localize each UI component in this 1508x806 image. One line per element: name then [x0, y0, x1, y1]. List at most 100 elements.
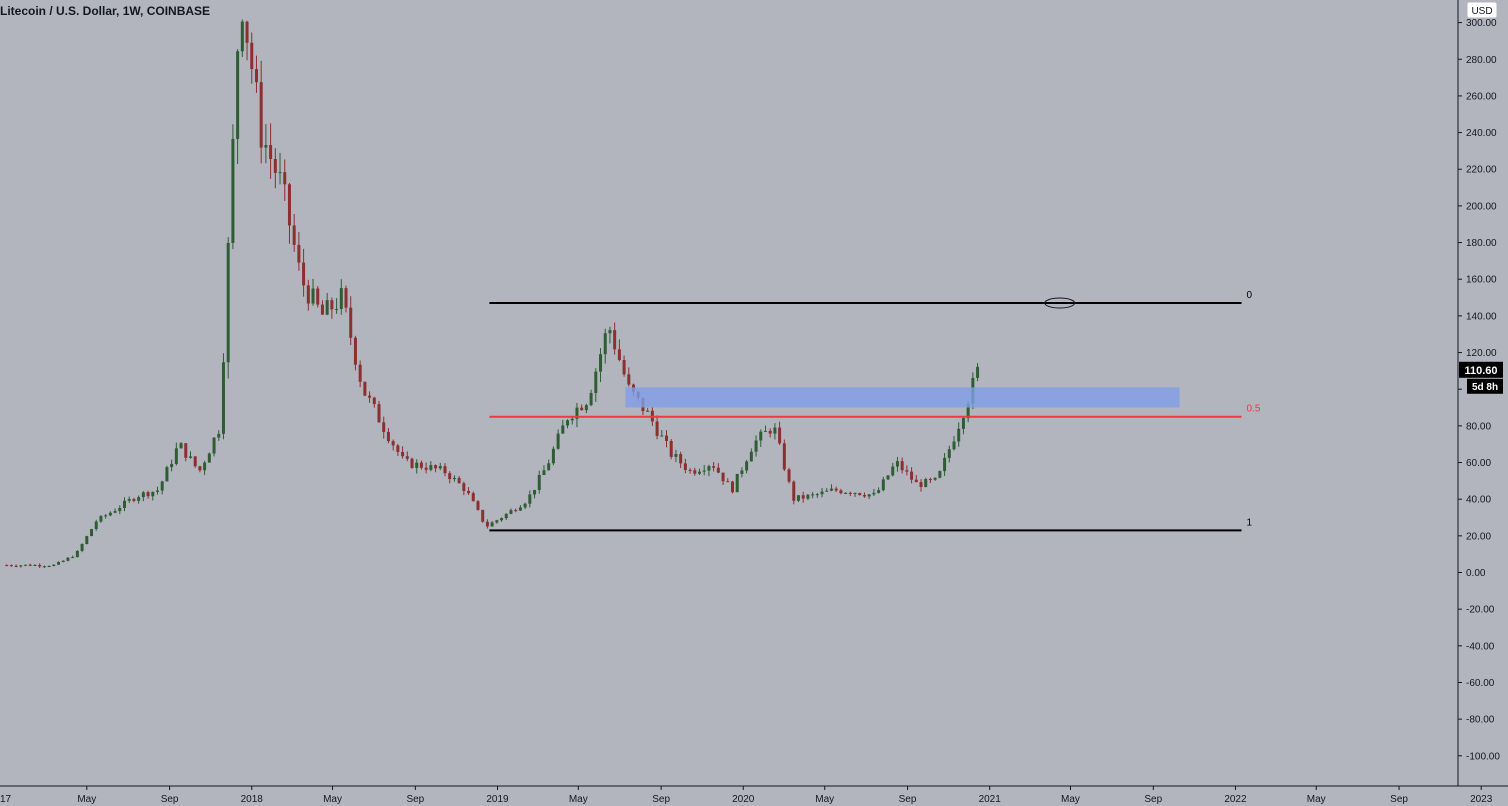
- candle-body: [382, 422, 386, 432]
- time-axis[interactable]: 17 May Sep 2018 May Sep 2019 May Sep 2020 May Sep 20…: [0, 785, 1508, 805]
- candle-body: [283, 172, 287, 185]
- candle-body: [179, 443, 183, 449]
- candle-body: [94, 521, 98, 530]
- fib-level-label: 0: [1247, 290, 1253, 301]
- candle-body: [961, 418, 965, 429]
- candle-body: [561, 425, 565, 434]
- fib-retracement[interactable]: 00.51: [489, 290, 1261, 532]
- candle-body: [160, 481, 164, 491]
- candle-body: [660, 435, 664, 437]
- candle-body: [886, 475, 890, 480]
- candle-body: [613, 330, 617, 350]
- y-tick-label: -100.00: [1466, 751, 1500, 762]
- candle-body: [782, 443, 786, 470]
- y-tick-label: 180.00: [1466, 238, 1497, 249]
- annotation-ellipse[interactable]: [1044, 297, 1076, 309]
- candle-body: [811, 494, 815, 496]
- candle-body: [693, 470, 697, 474]
- candle-body: [518, 507, 522, 511]
- candles-layer: [5, 19, 980, 569]
- candle-body: [123, 500, 127, 508]
- candle-body: [806, 494, 810, 499]
- candle-body: [679, 454, 683, 464]
- candle-body: [490, 522, 494, 527]
- candle-body: [952, 441, 956, 450]
- y-tick-label: -20.00: [1466, 605, 1495, 616]
- candle-body: [881, 479, 885, 491]
- candle-body: [556, 433, 560, 449]
- candle-body: [240, 21, 244, 52]
- candle-body: [415, 462, 419, 468]
- y-tick-label: 220.00: [1466, 165, 1497, 176]
- candle-body: [844, 492, 848, 494]
- countdown-bg: [1467, 378, 1503, 394]
- candle-body: [349, 307, 353, 338]
- candle-body: [287, 184, 291, 226]
- candle-body: [250, 42, 254, 70]
- candle-body: [580, 407, 584, 411]
- candle-body: [386, 431, 390, 442]
- candle-body: [669, 440, 673, 457]
- x-tick-label: Sep: [652, 794, 670, 805]
- y-tick-label: 40.00: [1466, 495, 1491, 506]
- candle-body: [344, 288, 348, 308]
- candle-body: [391, 441, 395, 446]
- candle-body: [735, 473, 739, 493]
- candle-body: [217, 433, 221, 438]
- x-tick-label: May: [323, 794, 342, 805]
- candle-body: [966, 403, 970, 419]
- currency-label: USD: [1471, 6, 1492, 17]
- candle-body: [358, 364, 362, 382]
- candle-body: [396, 445, 400, 452]
- candle-body: [976, 366, 980, 378]
- candle-body: [514, 510, 518, 512]
- candle-body: [589, 393, 593, 406]
- y-tick-label: 260.00: [1466, 91, 1497, 102]
- candle-body: [476, 501, 480, 510]
- candle-body: [481, 509, 485, 522]
- candle-body: [551, 448, 555, 464]
- candle-body: [368, 395, 372, 398]
- candle-body: [570, 418, 574, 421]
- price-axis[interactable]: 300.00 280.00 260.00 240.00 220.00 200.00 180.…: [1457, 0, 1500, 786]
- candle-body: [184, 443, 188, 458]
- y-tick-label: 280.00: [1466, 55, 1497, 66]
- candle-body: [617, 349, 621, 361]
- candle-body: [212, 437, 216, 454]
- candle-body: [749, 451, 753, 462]
- candle-body: [141, 492, 145, 498]
- candle-body: [796, 495, 800, 501]
- y-tick-label: 200.00: [1466, 201, 1497, 212]
- candle-body: [14, 565, 18, 567]
- candle-body: [707, 466, 711, 471]
- candle-body: [104, 515, 108, 517]
- candle-body: [683, 463, 687, 470]
- candle-body: [438, 466, 442, 469]
- candle-body: [815, 494, 819, 496]
- y-tick-label: 20.00: [1466, 531, 1491, 542]
- candle-body: [405, 456, 409, 459]
- candle-body: [61, 560, 65, 563]
- candle-body: [759, 431, 763, 441]
- candle-body: [745, 461, 749, 471]
- candle-body: [547, 463, 551, 471]
- y-tick-label: -80.00: [1466, 715, 1495, 726]
- x-tick-label: Sep: [161, 794, 179, 805]
- candle-body: [443, 466, 447, 474]
- candle-body: [207, 453, 211, 463]
- candle-body: [829, 488, 833, 491]
- candle-body: [697, 471, 701, 474]
- y-tick-label: -60.00: [1466, 678, 1495, 689]
- highlight-zone[interactable]: [625, 387, 1180, 408]
- candle-body: [170, 463, 174, 468]
- candle-body: [155, 490, 159, 492]
- candle-body: [448, 473, 452, 480]
- candle-body: [867, 494, 871, 497]
- candle-body: [137, 497, 141, 501]
- candle-body: [471, 493, 475, 502]
- candle-body: [533, 489, 537, 495]
- currency-badge[interactable]: USD: [1466, 1, 1498, 19]
- candle-body: [891, 466, 895, 476]
- candle-body: [820, 491, 824, 495]
